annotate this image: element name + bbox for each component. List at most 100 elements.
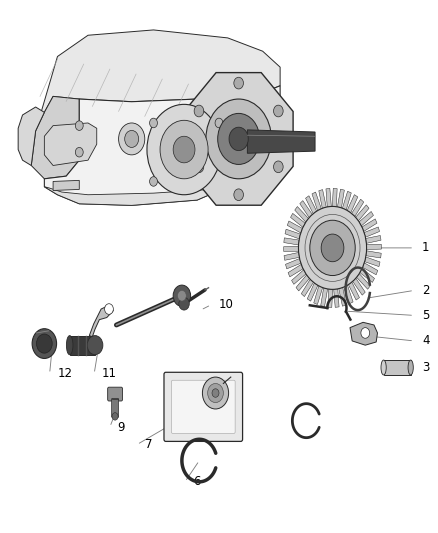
Circle shape	[147, 104, 221, 195]
Polygon shape	[284, 246, 299, 252]
Polygon shape	[364, 257, 380, 266]
Polygon shape	[348, 282, 360, 300]
FancyBboxPatch shape	[171, 380, 235, 433]
Polygon shape	[366, 236, 381, 244]
Polygon shape	[296, 275, 310, 291]
Polygon shape	[285, 229, 300, 239]
Circle shape	[105, 304, 113, 314]
Polygon shape	[292, 270, 306, 284]
Circle shape	[36, 334, 52, 353]
Text: 2: 2	[422, 284, 430, 297]
Circle shape	[274, 105, 283, 117]
Text: 10: 10	[219, 298, 234, 311]
Text: 12: 12	[57, 367, 72, 381]
Polygon shape	[307, 283, 318, 301]
Polygon shape	[326, 189, 331, 207]
Circle shape	[206, 99, 272, 179]
Polygon shape	[284, 238, 299, 245]
Polygon shape	[339, 287, 346, 306]
Circle shape	[75, 148, 83, 157]
Text: 7: 7	[145, 438, 152, 451]
Circle shape	[112, 413, 118, 420]
Polygon shape	[184, 72, 293, 205]
Text: 11: 11	[102, 367, 117, 381]
Polygon shape	[18, 107, 44, 165]
Polygon shape	[300, 200, 312, 217]
Text: 5: 5	[422, 309, 429, 322]
Circle shape	[119, 123, 145, 155]
Circle shape	[321, 234, 344, 262]
Polygon shape	[44, 123, 97, 165]
Circle shape	[234, 189, 244, 200]
Polygon shape	[384, 360, 411, 375]
Polygon shape	[350, 322, 378, 345]
Polygon shape	[343, 191, 351, 210]
FancyBboxPatch shape	[108, 387, 123, 401]
Polygon shape	[359, 212, 374, 226]
Circle shape	[234, 77, 244, 89]
Polygon shape	[363, 263, 378, 275]
Polygon shape	[89, 305, 113, 337]
Polygon shape	[344, 285, 353, 304]
Polygon shape	[337, 189, 344, 208]
Polygon shape	[306, 196, 317, 214]
Circle shape	[87, 336, 103, 355]
Polygon shape	[360, 269, 374, 282]
Polygon shape	[353, 278, 365, 295]
Polygon shape	[364, 227, 379, 237]
Polygon shape	[367, 244, 381, 249]
Polygon shape	[312, 192, 321, 211]
Polygon shape	[35, 30, 280, 131]
Polygon shape	[286, 259, 301, 269]
Polygon shape	[284, 253, 299, 260]
Circle shape	[160, 120, 208, 179]
Circle shape	[215, 118, 223, 128]
Polygon shape	[314, 286, 323, 304]
Text: 8: 8	[215, 394, 222, 407]
Polygon shape	[347, 195, 358, 213]
Circle shape	[32, 329, 57, 359]
Polygon shape	[288, 264, 303, 277]
Polygon shape	[334, 289, 339, 308]
Text: 1: 1	[422, 241, 430, 254]
Polygon shape	[53, 180, 79, 190]
FancyBboxPatch shape	[164, 372, 243, 441]
Circle shape	[150, 118, 157, 128]
Polygon shape	[44, 171, 241, 205]
Circle shape	[75, 121, 83, 131]
Circle shape	[229, 127, 248, 151]
Polygon shape	[366, 251, 381, 258]
Polygon shape	[301, 279, 314, 296]
Circle shape	[298, 206, 367, 289]
Circle shape	[150, 176, 157, 186]
FancyBboxPatch shape	[112, 398, 119, 417]
Circle shape	[173, 136, 195, 163]
Circle shape	[202, 377, 229, 409]
Text: 6: 6	[193, 475, 200, 488]
Circle shape	[194, 161, 204, 173]
Polygon shape	[31, 96, 79, 179]
Polygon shape	[247, 130, 315, 154]
Polygon shape	[290, 213, 305, 228]
Circle shape	[218, 114, 260, 165]
Polygon shape	[319, 190, 326, 208]
Polygon shape	[362, 219, 377, 231]
Text: 3: 3	[422, 361, 429, 374]
Polygon shape	[357, 273, 370, 289]
Polygon shape	[328, 289, 333, 308]
Circle shape	[237, 140, 245, 149]
Circle shape	[179, 297, 189, 310]
Polygon shape	[295, 206, 308, 222]
Text: 9: 9	[118, 421, 125, 433]
Circle shape	[177, 290, 186, 301]
Ellipse shape	[67, 336, 73, 355]
Polygon shape	[44, 86, 280, 205]
Ellipse shape	[381, 360, 386, 375]
Polygon shape	[321, 288, 328, 306]
Ellipse shape	[408, 360, 413, 375]
Polygon shape	[70, 336, 95, 355]
Circle shape	[173, 285, 191, 306]
Polygon shape	[352, 199, 364, 216]
Circle shape	[310, 220, 355, 276]
Text: 4: 4	[422, 334, 430, 348]
